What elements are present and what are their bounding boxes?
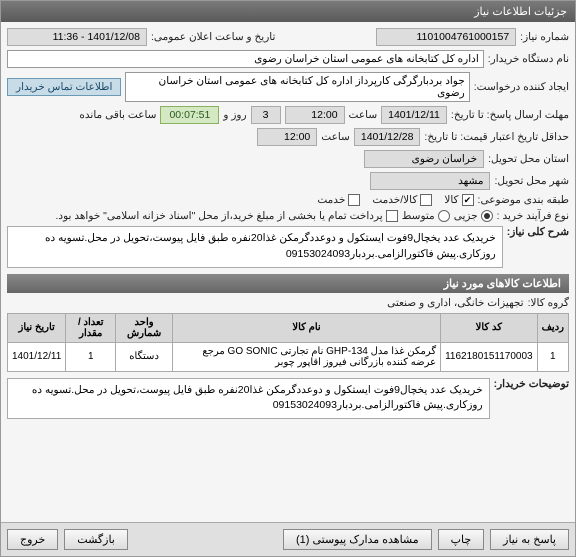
province-value: خراسان رضوی [364,150,484,168]
table-header-row: ردیف کد کالا نام کالا واحد شمارش تعداد /… [8,313,569,342]
print-button[interactable]: چاپ [438,529,485,550]
main-window: جزئیات اطلاعات نیاز شماره نیاز: 11010047… [0,0,576,557]
buyer-org-label: نام دستگاه خریدار: [488,53,569,65]
min-validity-time: 12:00 [257,128,317,146]
time-label-1: ساعت [349,109,378,121]
th-unit: واحد شمارش [116,313,173,342]
th-code: کد کالا [441,313,538,342]
goods-table: ردیف کد کالا نام کالا واحد شمارش تعداد /… [7,313,569,372]
cat-goods-label: کالا [444,194,458,206]
td-qty: 1 [66,342,116,371]
min-validity-date: 1401/12/28 [354,128,421,146]
footer-bar: پاسخ به نیاز چاپ مشاهده مدارک پیوستی (1)… [1,522,575,556]
announce-value: 1401/12/08 - 11:36 [7,28,147,46]
th-row: ردیف [537,313,568,342]
checkbox-goods-service[interactable] [420,194,432,206]
deadline-label: مهلت ارسال پاسخ: تا تاریخ: [451,109,569,121]
remaining-label: ساعت باقی مانده [79,109,156,121]
goods-group-value: تجهیزات خانگی، اداری و صنعتی [387,297,523,309]
countdown-timer: 00:07:51 [160,106,219,124]
need-number-value: 1101004761000157 [376,28,516,46]
buyer-org-value: اداره کل کتابخانه های عمومی استان خراسان… [7,50,484,68]
td-row: 1 [537,342,568,371]
purchase-type-text: پرداخت تمام یا بخشی از مبلغ خرید،از محل … [56,210,383,222]
opt-small-label: جزیی [454,210,478,222]
back-button[interactable]: بازگشت [64,529,128,550]
city-label: شهر محل تحویل: [494,175,569,187]
th-name: نام کالا [172,313,440,342]
cat-service-only-label: خدمت [317,194,345,206]
checkbox-service[interactable] [348,194,360,206]
province-label: استان محل تحویل: [488,153,569,165]
requester-label: ایجاد کننده درخواست: [474,81,569,93]
radio-small[interactable] [481,210,493,222]
goods-section-header: اطلاعات کالاهای مورد نیاز [7,274,569,293]
exit-button[interactable]: خروج [7,529,58,550]
th-qty: تعداد / مقدار [66,313,116,342]
opt-medium-label: متوسط [402,210,435,222]
title-bar: جزئیات اطلاعات نیاز [1,1,575,22]
td-code: 1162180151170003 [441,342,538,371]
window-title: جزئیات اطلاعات نیاز [474,5,567,18]
buyer-notes-label: توضیحات خریدار: [494,378,569,390]
respond-button[interactable]: پاسخ به نیاز [490,529,569,550]
td-date: 1401/12/11 [8,342,66,371]
td-unit: دستگاه [116,342,173,371]
need-number-label: شماره نیاز: [520,31,569,43]
days-left: 3 [251,106,281,124]
checkbox-treasury[interactable] [386,210,398,222]
min-validity-label: حداقل تاریخ اعتبار قیمت: تا تاریخ: [424,131,569,143]
category-checkboxes: ✔ کالا کالا/خدمت خدمت [317,194,473,206]
table-row[interactable]: 1 1162180151170003 گرمکن غذا مدل GHP-134… [8,342,569,371]
requester-value: جواد بردبارگرگی کارپرداز اداره کل کتابخا… [125,72,469,102]
contact-buyer-button[interactable]: اطلاعات تماس خریدار [7,78,121,96]
category-label: طبقه بندی موضوعی: [478,194,569,206]
need-desc-box: خریدیک عدد یخچال9فوت ایستکول و دوعددگرمک… [7,226,503,268]
deadline-date: 1401/12/11 [381,106,447,124]
radio-medium[interactable] [438,210,450,222]
announce-label: تاریخ و ساعت اعلان عمومی: [151,31,275,43]
need-desc-header: شرح کلی نیاز: [507,226,569,238]
goods-group-label: گروه کالا: [528,297,569,309]
cat-service-label: کالا/خدمت [372,194,417,206]
time-label-2: ساعت [321,131,350,143]
deadline-time: 12:00 [285,106,345,124]
content-area: شماره نیاز: 1101004761000157 تاریخ و ساع… [1,22,575,522]
td-name: گرمکن غذا مدل GHP-134 نام تجارتی GO SONI… [172,342,440,371]
day-label: روز و [223,109,246,121]
buyer-notes-box: خریدیک عدد یخچال9فوت ایستکول و دوعددگرمک… [7,378,490,420]
city-value: مشهد [370,172,490,190]
purchase-type-label: نوع فرآیند خرید : [497,210,569,222]
th-date: تاریخ نیاز [8,313,66,342]
attachments-button[interactable]: مشاهده مدارک پیوستی (1) [283,529,432,550]
checkbox-goods[interactable]: ✔ [462,194,474,206]
